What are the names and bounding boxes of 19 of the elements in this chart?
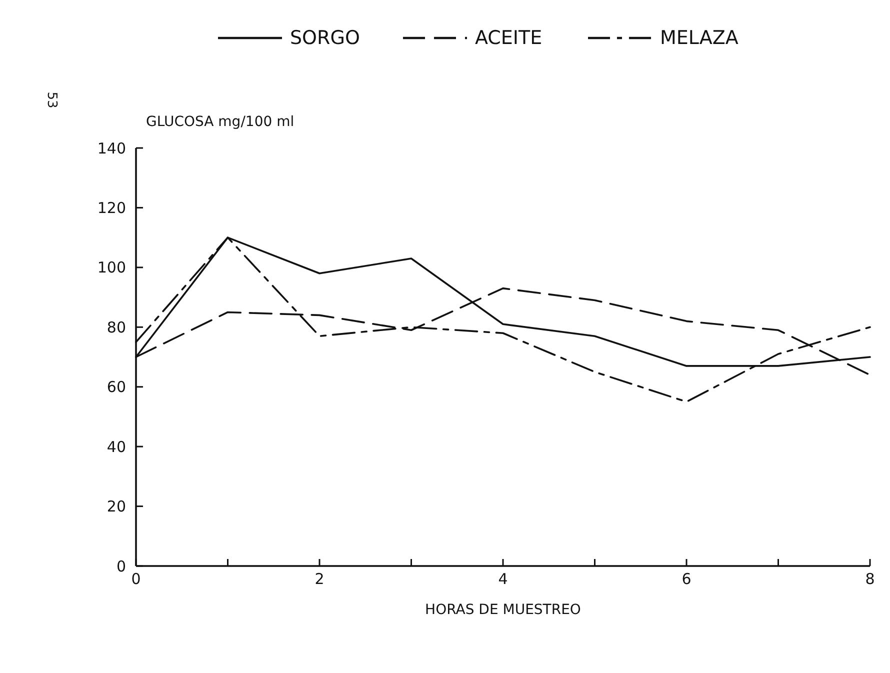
legend-label: MELAZA: [660, 27, 738, 49]
legend-label: ACEITE: [475, 27, 542, 49]
y-tick-label: 20: [106, 498, 126, 516]
y-tick-label: 0: [116, 557, 126, 576]
y-tick-label: 80: [106, 318, 126, 336]
y-tick-label: 140: [97, 139, 126, 158]
y-tick-label: 40: [106, 438, 126, 456]
x-tick-label: 8: [865, 570, 875, 588]
y-tick-label: 100: [97, 258, 126, 277]
text: 53: [44, 92, 59, 108]
x-tick-label: 0: [131, 570, 141, 588]
y-axis-title: GLUCOSA mg/100 ml: [146, 114, 294, 130]
x-tick-label: 4: [498, 570, 508, 588]
y-tick-label: 120: [97, 198, 126, 217]
x-tick-label: 6: [682, 570, 692, 588]
legend-label: SORGO: [290, 27, 360, 49]
x-tick-label: 2: [314, 570, 324, 588]
y-tick-label: 60: [106, 378, 126, 396]
x-axis-title: HORAS DE MUESTREO: [425, 602, 581, 618]
